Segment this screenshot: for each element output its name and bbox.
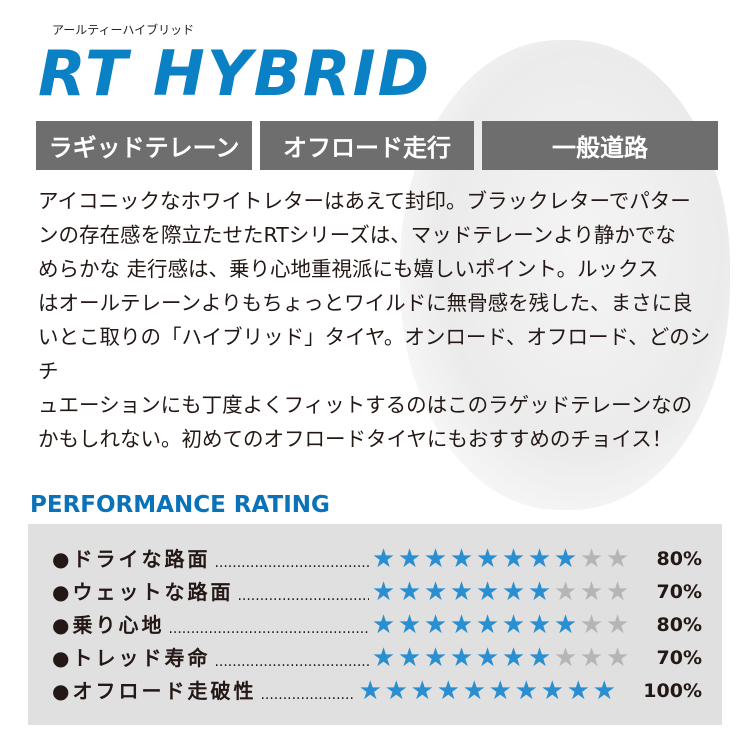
rating-percent: 100% — [643, 679, 702, 702]
star-filled-icon: ★ — [449, 543, 474, 574]
star-empty-icon: ★ — [579, 609, 604, 640]
tire-background-image — [400, 40, 730, 510]
tag-road: 一般道路 — [482, 121, 718, 170]
star-rating: ★ ★ ★ ★ ★ ★ ★ ★ ★ ★ — [371, 577, 631, 607]
star-filled-icon: ★ — [449, 642, 474, 673]
star-filled-icon: ★ — [527, 642, 552, 673]
rating-label: ●トレッド寿命 — [52, 645, 211, 670]
tag-rugged-terrain: ラギッドテレーン — [36, 121, 252, 170]
rating-percent: 70% — [656, 646, 702, 669]
performance-title: PERFORMANCE RATING — [30, 492, 330, 518]
rating-label: ●ウェットな路面 — [52, 579, 234, 604]
star-empty-icon: ★ — [605, 642, 630, 673]
description-line: かもしれない。初めてのオフロードタイヤにもおすすめのチョイス！ — [38, 427, 673, 451]
star-rating: ★ ★ ★ ★ ★ ★ ★ ★ ★ ★ — [371, 643, 631, 673]
leader-dots: ........................................… — [260, 687, 355, 703]
star-filled-icon: ★ — [475, 642, 500, 673]
star-empty-icon: ★ — [553, 642, 578, 673]
leader-dots: ........................................… — [168, 621, 369, 637]
star-filled-icon: ★ — [501, 609, 526, 640]
star-filled-icon: ★ — [371, 543, 396, 574]
star-filled-icon: ★ — [410, 675, 434, 706]
star-filled-icon: ★ — [371, 576, 396, 607]
star-rating: ★ ★ ★ ★ ★ ★ ★ ★ ★ ★ — [371, 544, 631, 574]
rating-label: ●オフロード走破性 — [52, 678, 257, 703]
star-filled-icon: ★ — [501, 543, 526, 574]
star-filled-icon: ★ — [423, 609, 448, 640]
star-empty-icon: ★ — [579, 576, 604, 607]
star-empty-icon: ★ — [605, 543, 630, 574]
star-filled-icon: ★ — [475, 576, 500, 607]
star-filled-icon: ★ — [553, 543, 578, 574]
star-filled-icon: ★ — [449, 609, 474, 640]
star-filled-icon: ★ — [371, 609, 396, 640]
star-empty-icon: ★ — [553, 576, 578, 607]
star-filled-icon: ★ — [553, 609, 578, 640]
leader-dots: ........................................… — [214, 555, 369, 571]
star-filled-icon: ★ — [449, 576, 474, 607]
rating-label: ●乗り心地 — [52, 612, 165, 637]
star-empty-icon: ★ — [605, 609, 630, 640]
description-line: いとこ取りの「ハイブリッド」タイヤ。オンロード、オフロード、どのシチ — [38, 325, 711, 383]
star-filled-icon: ★ — [397, 642, 422, 673]
star-filled-icon: ★ — [423, 543, 448, 574]
star-filled-icon: ★ — [397, 609, 422, 640]
rating-row: ●オフロード走破性...............................… — [52, 674, 702, 707]
rating-percent: 80% — [656, 613, 702, 636]
star-filled-icon: ★ — [501, 576, 526, 607]
star-filled-icon: ★ — [384, 675, 408, 706]
rating-row: ●ドライな路面.................................… — [52, 542, 702, 575]
star-filled-icon: ★ — [488, 675, 512, 706]
rating-row: ●乗り心地...................................… — [52, 608, 702, 641]
star-filled-icon: ★ — [371, 642, 396, 673]
star-empty-icon: ★ — [605, 576, 630, 607]
rating-row: ●ウェットな路面................................… — [52, 575, 702, 608]
leader-dots: ........................................… — [237, 588, 369, 604]
star-rating: ★ ★ ★ ★ ★ ★ ★ ★ ★ ★ — [371, 610, 631, 640]
star-filled-icon: ★ — [436, 675, 460, 706]
star-filled-icon: ★ — [527, 609, 552, 640]
description: アイコニックなホワイトレターはあえて封印。ブラックレターでパター ンの存在感を際立… — [38, 184, 728, 456]
star-filled-icon: ★ — [462, 675, 486, 706]
description-line: はオールテレーンよりもちょっとワイルドに無骨感を残した、まさに良 — [38, 291, 693, 315]
star-filled-icon: ★ — [358, 675, 382, 706]
tag-list: ラギッドテレーン オフロード走行 一般道路 — [36, 121, 750, 170]
star-filled-icon: ★ — [475, 543, 500, 574]
leader-dots: ........................................… — [214, 654, 369, 670]
product-name-kana: アールティーハイブリッド — [52, 23, 195, 37]
tag-offroad: オフロード走行 — [260, 121, 474, 170]
rating-percent: 80% — [656, 547, 702, 570]
rating-percent: 70% — [656, 580, 702, 603]
description-line: アイコニックなホワイトレターはあえて封印。ブラックレターでパター — [38, 189, 691, 213]
star-filled-icon: ★ — [592, 675, 616, 706]
rating-label: ●ドライな路面 — [52, 546, 211, 571]
star-filled-icon: ★ — [423, 642, 448, 673]
content: アールティーハイブリッド RT HYBRID ラギッドテレーン オフロード走行 … — [0, 22, 750, 725]
star-filled-icon: ★ — [527, 576, 552, 607]
star-rating: ★ ★ ★ ★ ★ ★ ★ ★ ★ ★ — [357, 676, 617, 706]
description-line: めらかな 走行感は、乗り心地重視派にも嬉しいポイント。ルックス — [38, 257, 659, 281]
rating-panel: ●ドライな路面.................................… — [28, 524, 722, 725]
star-empty-icon: ★ — [579, 543, 604, 574]
star-filled-icon: ★ — [514, 675, 538, 706]
star-empty-icon: ★ — [579, 642, 604, 673]
star-filled-icon: ★ — [423, 576, 448, 607]
star-filled-icon: ★ — [475, 609, 500, 640]
description-line: ンの存在感を際立たせたRTシリーズは、マッドテレーンより静かでな — [38, 223, 676, 247]
product-logo: RT HYBRID — [38, 37, 432, 110]
star-filled-icon: ★ — [540, 675, 564, 706]
star-filled-icon: ★ — [397, 543, 422, 574]
description-line: ュエーションにも丁度よくフィットするのはこのラゲッドテレーンなの — [38, 393, 693, 417]
star-filled-icon: ★ — [527, 543, 552, 574]
star-filled-icon: ★ — [501, 642, 526, 673]
star-filled-icon: ★ — [566, 675, 590, 706]
star-filled-icon: ★ — [397, 576, 422, 607]
rating-row: ●トレッド寿命.................................… — [52, 641, 702, 674]
